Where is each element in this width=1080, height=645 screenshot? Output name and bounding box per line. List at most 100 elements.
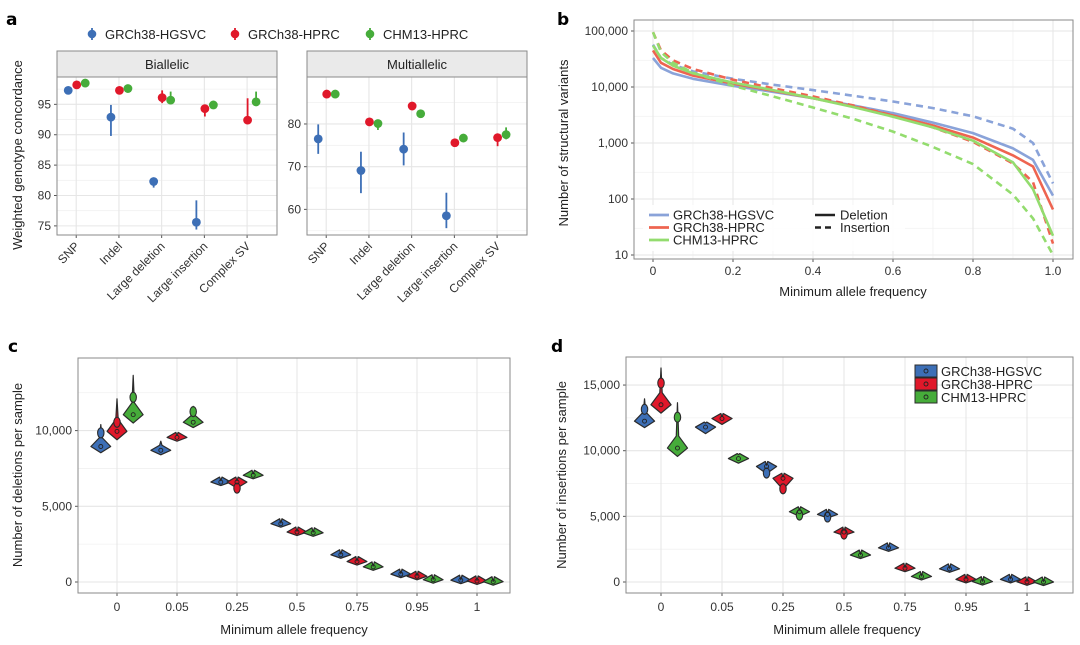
median-marker: [780, 475, 786, 481]
violin-grch38-hgsvc-maf-0-25: [755, 460, 778, 479]
panel-b-sv-counts: Number of structural variants Minimum al…: [556, 19, 1074, 299]
panel-d-plot-area: 0 0.05 0.25 0.5 0.75 0.95 1 0 5,000 10,000 15,000 G…: [583, 356, 1074, 614]
panel-c-deletions-per-sample: Number of deletions per sample Minimum a…: [10, 357, 511, 637]
violin-grch38-hgsvc-maf-1: [450, 574, 472, 585]
violin-body: [242, 469, 264, 480]
median-marker: [218, 479, 224, 485]
legend-item-grch38-hgsvc: GRCh38-HGSVC: [87, 27, 206, 42]
facet-strip-label: Biallelic: [145, 57, 190, 72]
legend-label-chm13-hprc: CHM13-HPRC: [941, 390, 1026, 405]
point-grch38-hgsvc-indel: [106, 112, 116, 122]
violin-chm13-hprc-maf-0-25: [788, 506, 811, 521]
x-tick-label: 0.6: [885, 264, 902, 278]
median-marker: [947, 566, 952, 572]
point-grch38-hprc-large-deletion: [407, 101, 417, 111]
violin-grch38-hprc-maf-0-05: [166, 431, 188, 442]
point-chm13-hprc-snp: [80, 78, 90, 88]
legend-label-grch38-hprc: GRCh38-HPRC: [941, 377, 1033, 392]
legend-median-marker: [923, 381, 929, 387]
facet-strip: [306, 50, 528, 78]
violin-grch38-hprc-maf-0-75: [346, 555, 368, 566]
legend-label-insertion: Insertion: [840, 220, 890, 235]
x-tick-label-1: 1: [1024, 600, 1031, 614]
violin-body: [711, 412, 733, 426]
violin-secondary-mode: [113, 416, 121, 428]
violin-chm13-hprc-maf-1: [482, 576, 504, 586]
violin-chm13-hprc-maf-0-5: [302, 527, 324, 537]
point-grch38-hprc-complex-sv: [493, 133, 502, 143]
violin-body: [286, 526, 308, 537]
y-tick-label: 90: [38, 128, 52, 142]
violin-chm13-hprc-maf-0-05: [182, 405, 204, 429]
median-marker: [642, 418, 647, 424]
legend-label-grch38-hprc: GRCh38-HPRC: [673, 220, 765, 235]
legend-label-deletion: Deletion: [840, 208, 888, 223]
median-marker: [841, 529, 847, 535]
violin-grch38-hprc-maf-0-25: [772, 472, 794, 495]
facet-strip-label: Multiallelic: [387, 57, 447, 72]
violin-grch38-hprc-maf-0-05: [711, 412, 733, 426]
median-marker: [825, 511, 830, 517]
violin-grch38-hprc-maf-1: [466, 575, 488, 586]
violin-body: [166, 431, 188, 442]
median-marker: [858, 552, 863, 558]
x-tick-label-0-05: 0.05: [165, 600, 189, 614]
y-tick-label: 80: [38, 189, 52, 203]
violin-grch38-hgsvc-maf-0: [633, 398, 656, 429]
median-marker: [703, 424, 708, 430]
median-marker: [158, 447, 164, 453]
median-marker: [414, 573, 420, 579]
point-chm13-hprc-large-deletion: [166, 95, 176, 105]
violin-chm13-hprc-maf-0-95: [971, 576, 994, 586]
legend-median-marker: [923, 394, 929, 400]
violin-body: [1016, 576, 1038, 586]
median-marker: [98, 444, 104, 449]
point-chm13-hprc-complex-sv: [501, 130, 511, 140]
median-marker: [490, 579, 496, 585]
violin-grch38-hprc-maf-0-5: [286, 526, 308, 537]
plot-frame: [306, 76, 528, 236]
violin-body: [938, 563, 961, 573]
violin-body: [422, 574, 444, 584]
median-marker: [114, 428, 120, 434]
point-chm13-hprc-complex-sv: [251, 97, 261, 107]
legend-label-chm13-hprc: CHM13-HPRC: [673, 233, 758, 248]
violin-body: [362, 561, 384, 571]
violin-body: [330, 549, 352, 559]
median-marker: [963, 576, 969, 582]
median-marker: [398, 571, 404, 577]
panel-c-plot-area: 0 0.05 0.25 0.5 0.75 0.95 1 0 5,000 10,000: [35, 357, 511, 614]
violin-chm13-hprc-maf-0-5: [849, 549, 872, 560]
x-tick-label-0-5: 0.5: [836, 600, 853, 614]
point-chm13-hprc-large-insertion: [208, 100, 218, 110]
violin-chm13-hprc-maf-1: [1032, 576, 1055, 587]
violin-grch38-hgsvc-maf-0-05: [694, 421, 717, 435]
point-grch38-hgsvc-indel: [356, 166, 366, 175]
y-tick-label: 0: [613, 575, 620, 589]
median-marker: [797, 509, 802, 515]
legend-swatch-grch38-hprc: [914, 377, 938, 391]
point-chm13-hprc-indel: [373, 119, 383, 128]
violin-body: [849, 549, 872, 560]
y-tick-label: 60: [288, 202, 302, 216]
violin-grch38-hgsvc-maf-1: [999, 573, 1022, 584]
y-tick-label: 80: [288, 117, 302, 131]
violin-body: [999, 573, 1022, 584]
violin-grch38-hprc-maf-0-95: [955, 573, 977, 584]
violin-chm13-hprc-maf-0-75: [362, 561, 384, 571]
median-marker: [310, 530, 316, 536]
violin-body: [727, 452, 750, 464]
x-tick-label-snp: SNP: [305, 239, 332, 266]
median-marker: [278, 521, 284, 527]
x-tick-label-0: 0: [114, 600, 121, 614]
violin-body: [210, 476, 232, 487]
panel-d-y-axis-title: Number of insertions per sample: [554, 381, 569, 569]
violin-body: [482, 576, 504, 586]
median-marker: [736, 456, 741, 462]
median-marker: [190, 419, 196, 425]
line-chm13-hprc-insertion: [651, 31, 1055, 256]
legend-item-grch38-hprc: GRCh38-HPRC: [230, 27, 340, 42]
point-grch38-hgsvc-large-insertion: [191, 217, 201, 227]
